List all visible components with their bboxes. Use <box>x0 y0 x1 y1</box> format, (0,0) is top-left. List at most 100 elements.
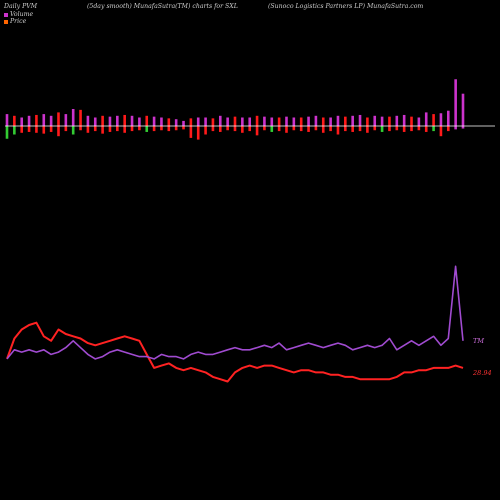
volume-bar-down <box>42 126 46 134</box>
volume-bar-down <box>344 126 347 132</box>
volume-bar-up <box>218 115 222 126</box>
volume-bar-up <box>248 117 252 126</box>
volume-bar-down <box>79 126 82 131</box>
legend-price: Price <box>4 18 26 25</box>
volume-bar-up <box>71 109 75 126</box>
volume-bar-up <box>182 120 185 126</box>
volume-bar-up <box>402 114 406 126</box>
volume-bar-down <box>417 126 421 131</box>
volume-bar-up <box>351 115 354 126</box>
volume-bar-down <box>292 126 296 131</box>
volume-bar-down <box>116 126 119 132</box>
volume-bar-down <box>226 126 229 131</box>
volume-bar-up <box>292 117 296 126</box>
volume-bar-down <box>380 126 384 132</box>
volume-bar-down <box>189 126 193 138</box>
volume-bar-up <box>373 115 377 126</box>
volume-bar-up <box>432 114 435 126</box>
volume-bar-up <box>57 112 60 126</box>
volume-bar-down <box>307 126 310 132</box>
volume-bar-up <box>101 115 104 126</box>
volume-bar-down <box>218 126 222 132</box>
volume-bar-down <box>461 126 465 129</box>
volume-bar-down <box>35 126 38 133</box>
volume-bar-up <box>307 116 310 126</box>
volume-bar-down <box>388 126 391 132</box>
volume-bar-down <box>160 126 163 131</box>
volume-bar-down <box>241 126 244 133</box>
volume-bar-down <box>439 126 443 137</box>
volume-bar-up <box>454 79 457 126</box>
volume-bar-up <box>461 93 465 126</box>
volume-bar-up <box>152 116 156 126</box>
volume-bar-up <box>49 115 53 126</box>
volume-bar-down <box>233 126 237 132</box>
volume-bar-down <box>182 126 185 130</box>
header-left: Daily PVM <box>4 3 38 10</box>
price-volume-lines <box>6 265 464 383</box>
volume-bar-down <box>366 126 369 133</box>
volume-bar-down <box>270 126 274 132</box>
volume-bar-up <box>410 116 413 126</box>
header-right: (Sunoco Logistics Partners LP) MunafaSut… <box>268 3 424 10</box>
volume-bar-up <box>160 117 163 126</box>
volume-bar-up <box>138 117 141 126</box>
volume-bar-up <box>108 116 112 126</box>
volume-bar-down <box>432 126 435 132</box>
volume-bar-up <box>204 117 207 126</box>
volume-bar-down <box>446 126 450 132</box>
volume-bar-down <box>108 126 112 132</box>
volume-bar-up <box>86 115 90 126</box>
volume-bar-up <box>35 114 38 126</box>
volume-bar-up <box>13 115 16 126</box>
volume-bar-up <box>417 117 421 126</box>
volume-bar-up <box>255 115 259 126</box>
volume-bar-up <box>116 115 119 126</box>
volume-bar-down <box>123 126 126 133</box>
volume-bar-up <box>380 116 384 126</box>
volume-bar-down <box>152 126 156 132</box>
volume-bar-down <box>86 126 90 133</box>
volume-bar-down <box>248 126 252 132</box>
volume-bar-up <box>64 114 68 126</box>
volume-bar-up <box>130 115 134 126</box>
volume-bar-down <box>130 126 134 132</box>
volume-bar-up <box>424 112 428 126</box>
volume-bar-up <box>263 116 266 126</box>
volume-bar-up <box>439 113 443 126</box>
volume-bar-down <box>93 126 97 132</box>
volume-bar-down <box>57 126 60 137</box>
volume-bar-up <box>314 115 318 126</box>
legend-volume-swatch <box>4 12 8 17</box>
volume-bar-down <box>410 126 413 132</box>
volume-bar-down <box>285 126 288 133</box>
volume-bar-up <box>27 115 31 126</box>
volume-bar-down <box>329 126 332 132</box>
volume-bar-down <box>138 126 141 131</box>
volume-bar-up <box>299 117 303 126</box>
volume-bar-down <box>299 126 303 132</box>
volume-bar-up <box>196 117 200 126</box>
volume-bar-up <box>336 115 340 126</box>
volume-bar-down <box>351 126 354 132</box>
volume-bar-down <box>64 126 68 132</box>
volume-bar-down <box>71 126 75 135</box>
volume-bar-up <box>329 117 332 126</box>
volume-bar-up <box>174 119 178 126</box>
volume-bar-down <box>424 126 428 132</box>
volume-bar-up <box>5 114 9 126</box>
volume-bar-down <box>263 126 266 131</box>
volume-bar-down <box>255 126 259 136</box>
volume-bar-down <box>49 126 53 132</box>
volume-bar-up <box>42 114 46 126</box>
volume-bar-up <box>366 117 369 126</box>
price-end-label: 28.94 <box>472 369 492 377</box>
volume-bar-down <box>373 126 377 131</box>
volume-bar-up <box>167 118 171 126</box>
volume-bar-down <box>167 126 171 132</box>
volume-bar-down <box>196 126 200 140</box>
volume-bar-up <box>123 114 126 126</box>
volume-bars <box>5 79 465 140</box>
volume-bar-up <box>93 117 97 126</box>
